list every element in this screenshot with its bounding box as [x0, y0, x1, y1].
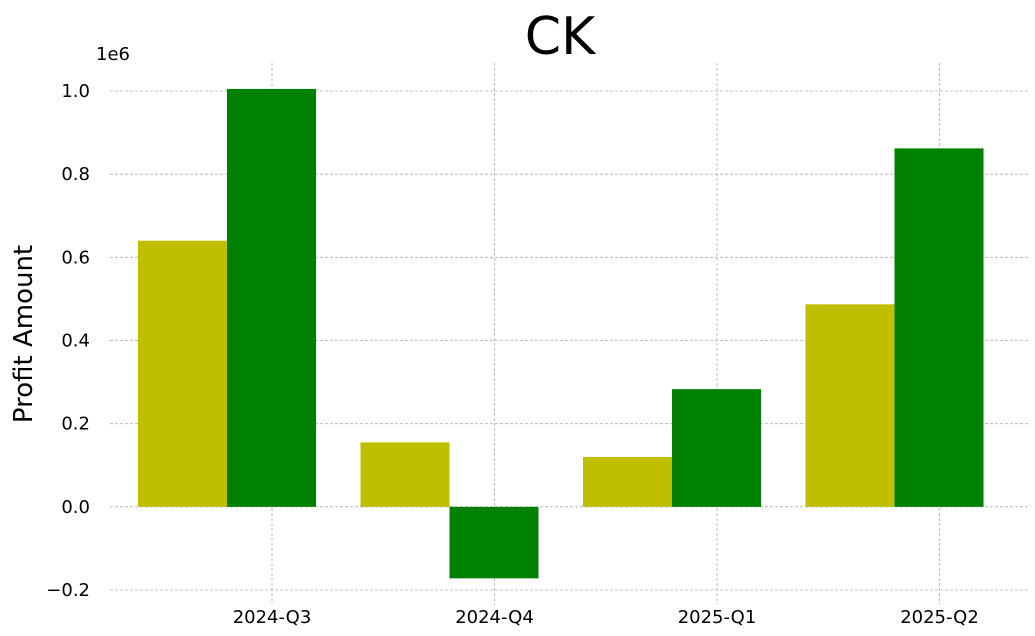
- y-tick-label: 0.6: [61, 247, 90, 268]
- bar-series-2-2024-Q4: [449, 506, 539, 579]
- bars: [138, 88, 984, 579]
- y-tick-label: 0.4: [61, 331, 90, 352]
- bar-series-1-2025-Q2: [805, 304, 895, 507]
- bar-series-1-2024-Q4: [360, 442, 450, 507]
- x-tick-label: 2025-Q1: [678, 607, 757, 628]
- y-tick-label: 0.8: [61, 164, 90, 185]
- bar-series-2-2024-Q3: [227, 88, 316, 507]
- bar-series-2-2025-Q1: [672, 389, 761, 507]
- y-tick-label: −0.2: [46, 580, 90, 601]
- x-tick-label: 2025-Q2: [900, 607, 979, 628]
- x-tick-label: 2024-Q4: [455, 607, 534, 628]
- y-tick-label: 0.0: [61, 497, 90, 518]
- y-tick-label: 1.0: [61, 81, 90, 102]
- y-axis-label: Profit Amount: [9, 245, 39, 423]
- chart-title: CK: [525, 7, 597, 67]
- y-tick-label: 0.2: [61, 414, 90, 435]
- bar-series-2-2025-Q2: [894, 148, 984, 507]
- x-tick-label: 2024-Q3: [233, 607, 312, 628]
- bar-series-1-2024-Q3: [138, 240, 227, 507]
- bar-series-1-2025-Q1: [583, 456, 672, 507]
- tick-labels: −0.2 0.0 0.2 0.4 0.6 0.8 1.0 2024-Q3 2024-Q4 2025…: [46, 81, 979, 628]
- y-axis-multiplier: 1e6: [96, 44, 130, 65]
